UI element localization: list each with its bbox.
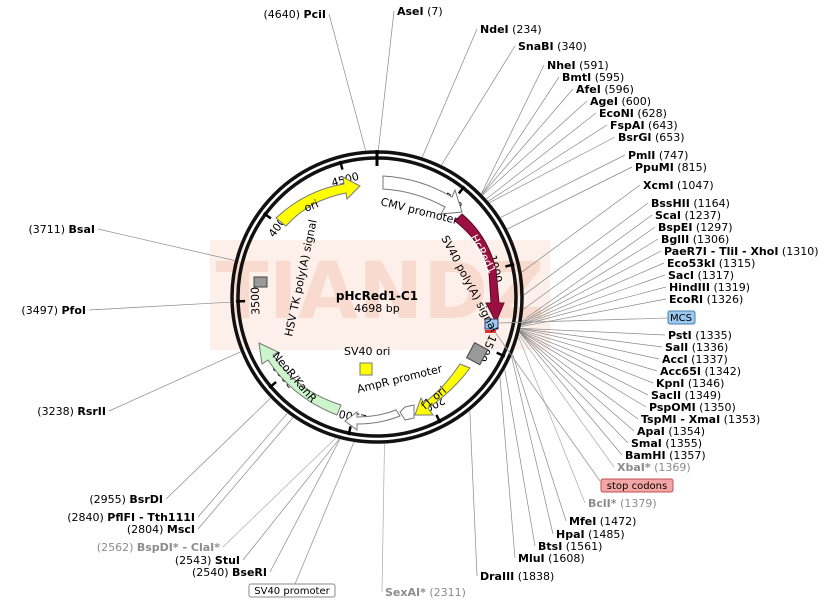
site-leader (519, 337, 585, 503)
plasmid-name: pHcRed1-C1 (336, 289, 418, 303)
site-leader (520, 333, 622, 455)
feature-sv40-ori-box[interactable] (360, 363, 372, 375)
restriction-site-label[interactable]: (4640) PciI (263, 8, 326, 21)
stop-codons-callout-label: stop codons (607, 481, 667, 492)
restriction-site-label[interactable]: (3497) PfoI (21, 304, 86, 317)
site-leader (505, 370, 535, 546)
restriction-site-label[interactable]: (2562) BspDI* - ClaI* (97, 541, 220, 554)
site-leader (382, 444, 384, 592)
restriction-site-label[interactable]: MluI (1608) (518, 552, 585, 565)
plasmid-size: 4698 bp (354, 302, 399, 315)
restriction-site-label[interactable]: SexAI* (2311) (385, 586, 466, 599)
label-sv40-ori: SV40 ori (344, 345, 390, 358)
site-leader (198, 418, 293, 529)
restriction-site-label[interactable]: XbaI* (1369) (617, 461, 691, 474)
sv40-promoter-leader (295, 442, 354, 584)
restriction-site-label[interactable]: SnaBI (340) (518, 40, 587, 53)
site-leader (482, 77, 559, 194)
restriction-site-label[interactable]: MfeI (1472) (569, 515, 636, 528)
site-leader (520, 332, 638, 419)
restriction-site-label[interactable]: EcoRI (1326) (669, 293, 743, 306)
site-leader (89, 302, 230, 310)
restriction-site-label[interactable]: DraIII (1838) (480, 570, 554, 583)
site-leader (470, 411, 477, 576)
feature-ampr-promoter-arrow[interactable] (400, 405, 414, 420)
site-leader (270, 439, 340, 572)
restriction-site-label[interactable]: PpuMI (815) (635, 161, 707, 174)
restriction-site-label[interactable]: BclI* (1379) (588, 497, 657, 510)
feature-hsv-tk-box[interactable] (254, 277, 267, 287)
site-leader (507, 167, 632, 229)
feature-ori[interactable] (276, 177, 360, 226)
restriction-site-label[interactable]: AseI (7) (397, 5, 443, 18)
restriction-site-label[interactable]: (2540) BseRI (192, 566, 267, 579)
site-leader (422, 29, 477, 157)
site-leader (243, 439, 339, 560)
restriction-site-label[interactable]: NdeI (234) (480, 23, 542, 36)
site-leader (513, 354, 566, 521)
site-leader (109, 352, 241, 411)
site-leader (500, 378, 515, 558)
stop-codons-leader (495, 332, 600, 481)
site-leader (481, 65, 544, 194)
tick-mark (349, 426, 351, 435)
site-leader (198, 413, 287, 517)
site-leader (166, 398, 270, 499)
site-leader (329, 14, 366, 150)
restriction-site-label[interactable]: (3238) RsrII (37, 405, 106, 418)
restriction-site-label[interactable]: (2955) BsrDI (89, 493, 163, 506)
mcs-callout-label: MCS (670, 313, 692, 324)
restriction-site-label[interactable]: (3711) BsaI (28, 223, 95, 236)
restriction-site-label[interactable]: (2804) MscI (127, 523, 195, 536)
site-leader (378, 11, 394, 150)
site-leader (223, 438, 336, 547)
tick-label: 3500 (249, 287, 263, 315)
sv40-promoter-callout-label: SV40 promoter (254, 586, 330, 597)
restriction-site-label[interactable]: XcmI (1047) (643, 179, 714, 192)
restriction-site-label[interactable]: BsrGI (653) (618, 131, 685, 144)
